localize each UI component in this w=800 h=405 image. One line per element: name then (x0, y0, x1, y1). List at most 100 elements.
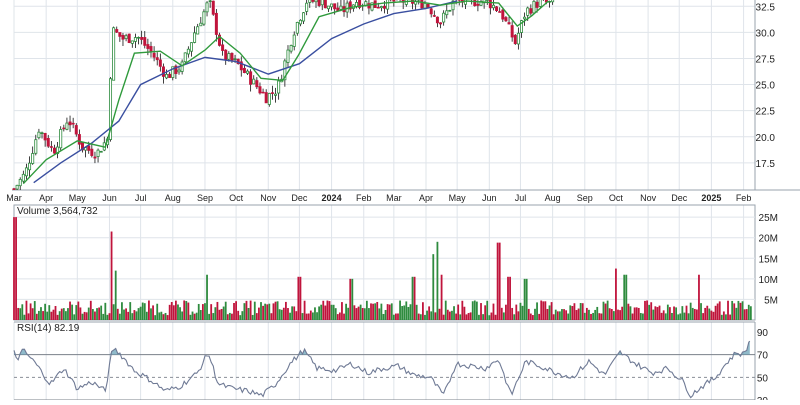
volume-bar (32, 308, 34, 320)
volume-bar (659, 306, 661, 320)
x-tick-label: Dec (671, 193, 688, 203)
volume-bar (329, 301, 331, 320)
volume-bar (737, 301, 739, 320)
candle-body (380, 6, 382, 7)
price-candle (268, 93, 270, 107)
volume-bar (721, 315, 723, 320)
x-tick-label: Nov (260, 193, 277, 203)
volume-bar (285, 302, 287, 320)
rsi-overbought-fill (14, 341, 750, 355)
candle-body (517, 33, 519, 44)
candle-body (443, 13, 445, 22)
candle-body (94, 157, 96, 158)
candle-body (193, 33, 195, 43)
price-candle (103, 137, 105, 151)
volume-bar (36, 314, 38, 320)
volume-bar (625, 275, 627, 320)
candle-body (134, 38, 136, 42)
volume-bar (611, 309, 613, 320)
x-tick-label: Jun (482, 193, 497, 203)
candle-body (439, 23, 441, 24)
volume-bar (592, 313, 594, 320)
volume-bar (67, 308, 69, 320)
candle-body (44, 133, 46, 140)
volume-bar (150, 308, 152, 320)
price-candle (505, 16, 507, 22)
volume-bar (731, 301, 733, 320)
volume-bar (403, 305, 405, 320)
volume-bar (520, 303, 522, 320)
volume-bar (133, 310, 135, 320)
candle-body (88, 146, 90, 150)
candle-body (552, 0, 554, 2)
volume-bar (675, 307, 677, 320)
volume-bar (256, 313, 258, 320)
candle-body (337, 8, 339, 11)
price-candle (436, 16, 438, 27)
price-candle (433, 11, 435, 17)
volume-bar (634, 307, 636, 320)
volume-bar (428, 306, 430, 320)
volume-bar (459, 314, 461, 320)
candle-body (312, 0, 314, 1)
volume-bar (289, 313, 291, 320)
price-y-tick-label: 25.0 (756, 81, 776, 92)
volume-bar (559, 311, 561, 320)
volume-bar (493, 304, 495, 320)
volume-bar (488, 315, 490, 320)
volume-bar (131, 313, 133, 320)
price-candle (41, 132, 43, 139)
volume-bar (23, 315, 25, 320)
candle-body (324, 0, 326, 8)
volume-bar (362, 308, 364, 320)
volume-bar (98, 308, 100, 320)
volume-bar (414, 277, 416, 320)
candle-body (268, 93, 270, 104)
rsi-panel: 30507090RSI(14) 82.19 (14, 322, 768, 400)
candle-body (499, 12, 501, 13)
price-candle (119, 32, 121, 41)
candle-body (530, 9, 532, 14)
price-candle (50, 141, 52, 152)
price-candle (337, 2, 339, 11)
candle-body (203, 12, 205, 24)
volume-bar (50, 312, 52, 320)
volume-bar (190, 315, 192, 320)
volume-label: Volume (17, 206, 51, 217)
volume-bar (13, 217, 15, 320)
volume-title: Volume 3,564,732 (17, 206, 98, 217)
volume-bar (111, 232, 113, 320)
volume-bar (538, 314, 540, 320)
volume-bar (715, 306, 717, 320)
candle-body (253, 79, 255, 84)
volume-bar (684, 313, 686, 320)
volume-bar (536, 302, 538, 320)
volume-bar (337, 314, 339, 320)
volume-bar (160, 312, 162, 320)
price-candle (327, 6, 329, 12)
volume-bar (28, 313, 30, 320)
candle-body (262, 92, 264, 93)
price-candle (169, 72, 171, 78)
candle-body (197, 27, 199, 34)
volume-bar (376, 302, 378, 320)
candle-body (433, 16, 435, 17)
price-candle (483, 0, 485, 9)
volume-bar (671, 313, 673, 320)
candle-body (446, 11, 448, 15)
x-tick-label: Apr (39, 193, 53, 203)
volume-bar (136, 311, 138, 320)
price-candle (113, 27, 115, 81)
volume-bar (461, 301, 463, 320)
volume-bar (320, 305, 322, 320)
volume-bar (590, 314, 592, 320)
price-candle (156, 52, 158, 65)
sma-fast-line (23, 1, 548, 184)
volume-bar (584, 313, 586, 320)
volume-bar (268, 304, 270, 320)
x-tick-label: Mar (386, 193, 402, 203)
volume-bar (71, 305, 73, 320)
candle-body (100, 151, 102, 152)
volume-bar (449, 312, 451, 320)
price-candle (153, 46, 155, 61)
